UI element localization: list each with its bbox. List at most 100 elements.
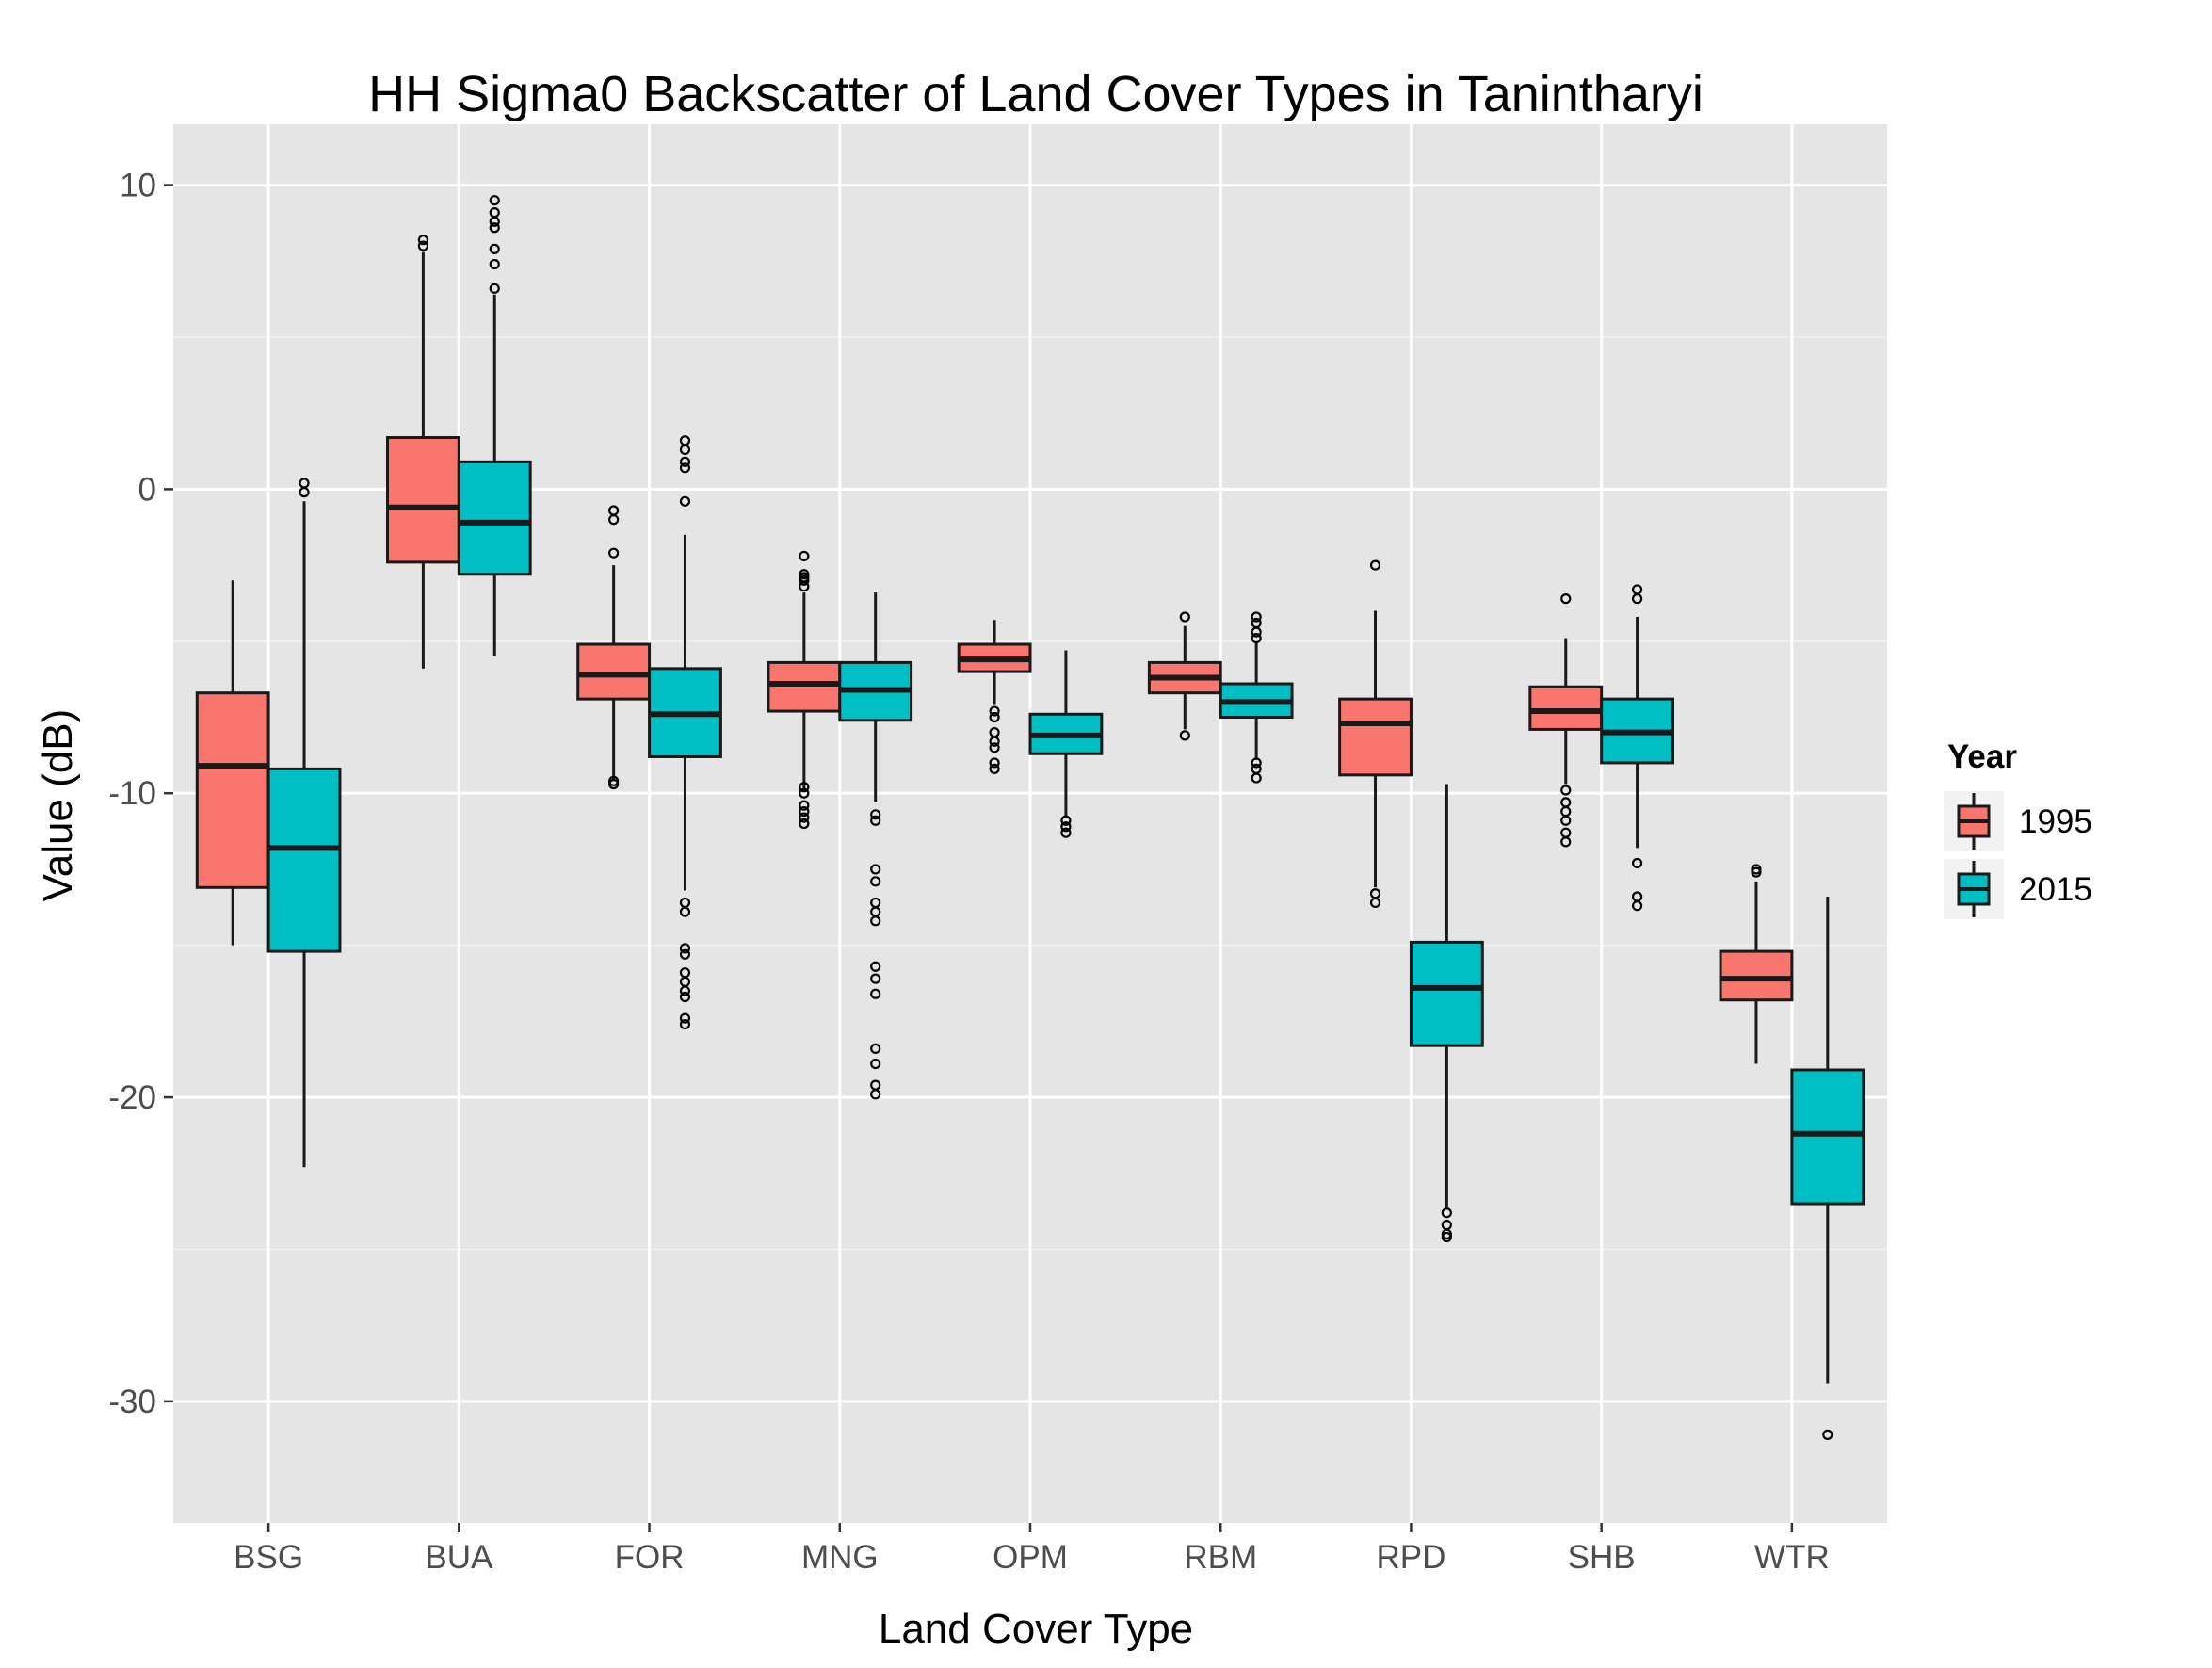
box-WTR-1995 bbox=[1719, 864, 1794, 1064]
box-MNG-2015 bbox=[838, 592, 913, 1100]
x-tick-label: FOR bbox=[615, 1539, 685, 1576]
outlier-point bbox=[679, 1018, 691, 1030]
outlier-point bbox=[1251, 772, 1262, 784]
outlier-point bbox=[1369, 897, 1381, 909]
outlier-point bbox=[1060, 827, 1072, 838]
y-tick-label: -30 bbox=[108, 1384, 156, 1420]
outlier-point bbox=[870, 815, 881, 826]
outlier-point bbox=[1441, 1207, 1452, 1219]
x-axis-title: Land Cover Type bbox=[879, 1606, 1193, 1652]
box-iqr bbox=[1409, 940, 1484, 1047]
outlier-point bbox=[679, 495, 691, 507]
outlier-point bbox=[679, 1012, 691, 1024]
outlier-point bbox=[679, 991, 691, 1003]
box-RPD-2015 bbox=[1409, 784, 1484, 1243]
box-iqr bbox=[266, 767, 342, 953]
x-tick-label: RBM bbox=[1184, 1539, 1257, 1576]
outlier-point bbox=[870, 1058, 881, 1070]
outlier-point bbox=[799, 805, 810, 818]
y-axis-title: Value (dB) bbox=[35, 709, 81, 902]
box-iqr bbox=[576, 642, 652, 701]
outlier-point bbox=[799, 782, 810, 793]
outlier-point bbox=[1251, 757, 1262, 769]
outlier-point bbox=[989, 711, 1000, 723]
box-iqr bbox=[1719, 949, 1794, 1002]
outlier-point bbox=[1441, 1231, 1452, 1243]
x-axis: BSG BUA FOR MNG OPM RBM RPD SHB WTR bbox=[234, 1523, 1830, 1576]
outlier-point bbox=[608, 514, 620, 526]
box-FOR-2015 bbox=[648, 435, 722, 1030]
y-tick-label: -10 bbox=[108, 775, 156, 812]
outlier-point bbox=[679, 943, 691, 954]
outlier-point bbox=[679, 435, 691, 446]
box-iqr bbox=[1338, 697, 1413, 777]
box-WTR-2015 bbox=[1790, 896, 1865, 1440]
legend-label: 2015 bbox=[2019, 871, 2092, 908]
box-OPM-1995 bbox=[957, 620, 1032, 774]
legend-title: Year bbox=[1947, 738, 2017, 775]
outlier-point bbox=[1179, 611, 1190, 623]
outlier-point bbox=[1560, 785, 1572, 796]
outlier-point bbox=[1251, 632, 1262, 644]
outlier-point bbox=[608, 547, 620, 559]
outlier-point bbox=[679, 948, 691, 960]
box-BUA-2015 bbox=[457, 195, 532, 656]
legend-key-2015 bbox=[1944, 859, 2004, 919]
outlier-point bbox=[608, 778, 620, 790]
outlier-point bbox=[679, 456, 691, 467]
outlier-point bbox=[989, 705, 1000, 717]
outlier-point bbox=[799, 581, 810, 592]
outlier-point bbox=[989, 736, 1000, 747]
outlier-point bbox=[870, 988, 881, 999]
box-MNG-1995 bbox=[767, 550, 842, 830]
box-FOR-1995 bbox=[576, 505, 652, 790]
outlier-point bbox=[1251, 626, 1262, 638]
outlier-point bbox=[489, 207, 500, 219]
legend-items: 1995 2015 bbox=[1944, 791, 2092, 919]
box-SHB-1995 bbox=[1528, 593, 1604, 848]
outlier-point bbox=[870, 973, 881, 984]
outlier-point bbox=[1560, 815, 1572, 826]
outlier-point bbox=[679, 462, 691, 474]
outlier-point bbox=[870, 1089, 881, 1100]
y-tick-label: -20 bbox=[108, 1079, 156, 1116]
outlier-point bbox=[417, 235, 429, 246]
box-iqr bbox=[195, 691, 270, 889]
outlier-point bbox=[799, 818, 810, 830]
outlier-point bbox=[489, 283, 500, 294]
x-tick-label: RPD bbox=[1376, 1539, 1445, 1576]
x-tick-label: BSG bbox=[234, 1539, 303, 1576]
outlier-point bbox=[799, 575, 810, 586]
outlier-point bbox=[1560, 836, 1572, 848]
y-tick-label: 10 bbox=[120, 168, 156, 204]
box-iqr bbox=[386, 436, 460, 564]
outlier-point bbox=[1631, 900, 1643, 912]
outlier-point bbox=[1751, 866, 1762, 878]
outlier-point bbox=[870, 864, 881, 875]
outlier-point bbox=[870, 1043, 881, 1054]
outlier-point bbox=[870, 915, 881, 927]
outlier-point bbox=[870, 961, 881, 972]
box-BSG-1995 bbox=[195, 580, 270, 946]
x-tick-label: BUA bbox=[425, 1539, 493, 1576]
box-RPD-1995 bbox=[1338, 559, 1413, 909]
outlier-point bbox=[799, 800, 810, 811]
outlier-point bbox=[870, 876, 881, 887]
box-BUA-1995 bbox=[386, 235, 460, 669]
legend-key-1995 bbox=[1944, 791, 2004, 851]
outlier-point bbox=[799, 550, 810, 562]
box-RBM-1995 bbox=[1147, 611, 1222, 741]
boxplot-layer bbox=[195, 195, 1865, 1440]
legend: Year 1995 2015 bbox=[1944, 738, 2092, 919]
outlier-point bbox=[1179, 730, 1190, 741]
y-tick-label: 0 bbox=[138, 471, 156, 508]
outlier-point bbox=[1631, 857, 1643, 869]
outlier-point bbox=[799, 812, 810, 823]
outlier-point bbox=[679, 906, 691, 917]
legend-label: 1995 bbox=[2019, 803, 2092, 840]
box-RBM-2015 bbox=[1219, 611, 1294, 784]
y-axis: -30 -20 -10 0 10 bbox=[108, 168, 173, 1420]
x-tick-label: OPM bbox=[993, 1539, 1068, 1576]
box-iqr bbox=[457, 460, 532, 576]
outlier-point bbox=[1631, 593, 1643, 605]
